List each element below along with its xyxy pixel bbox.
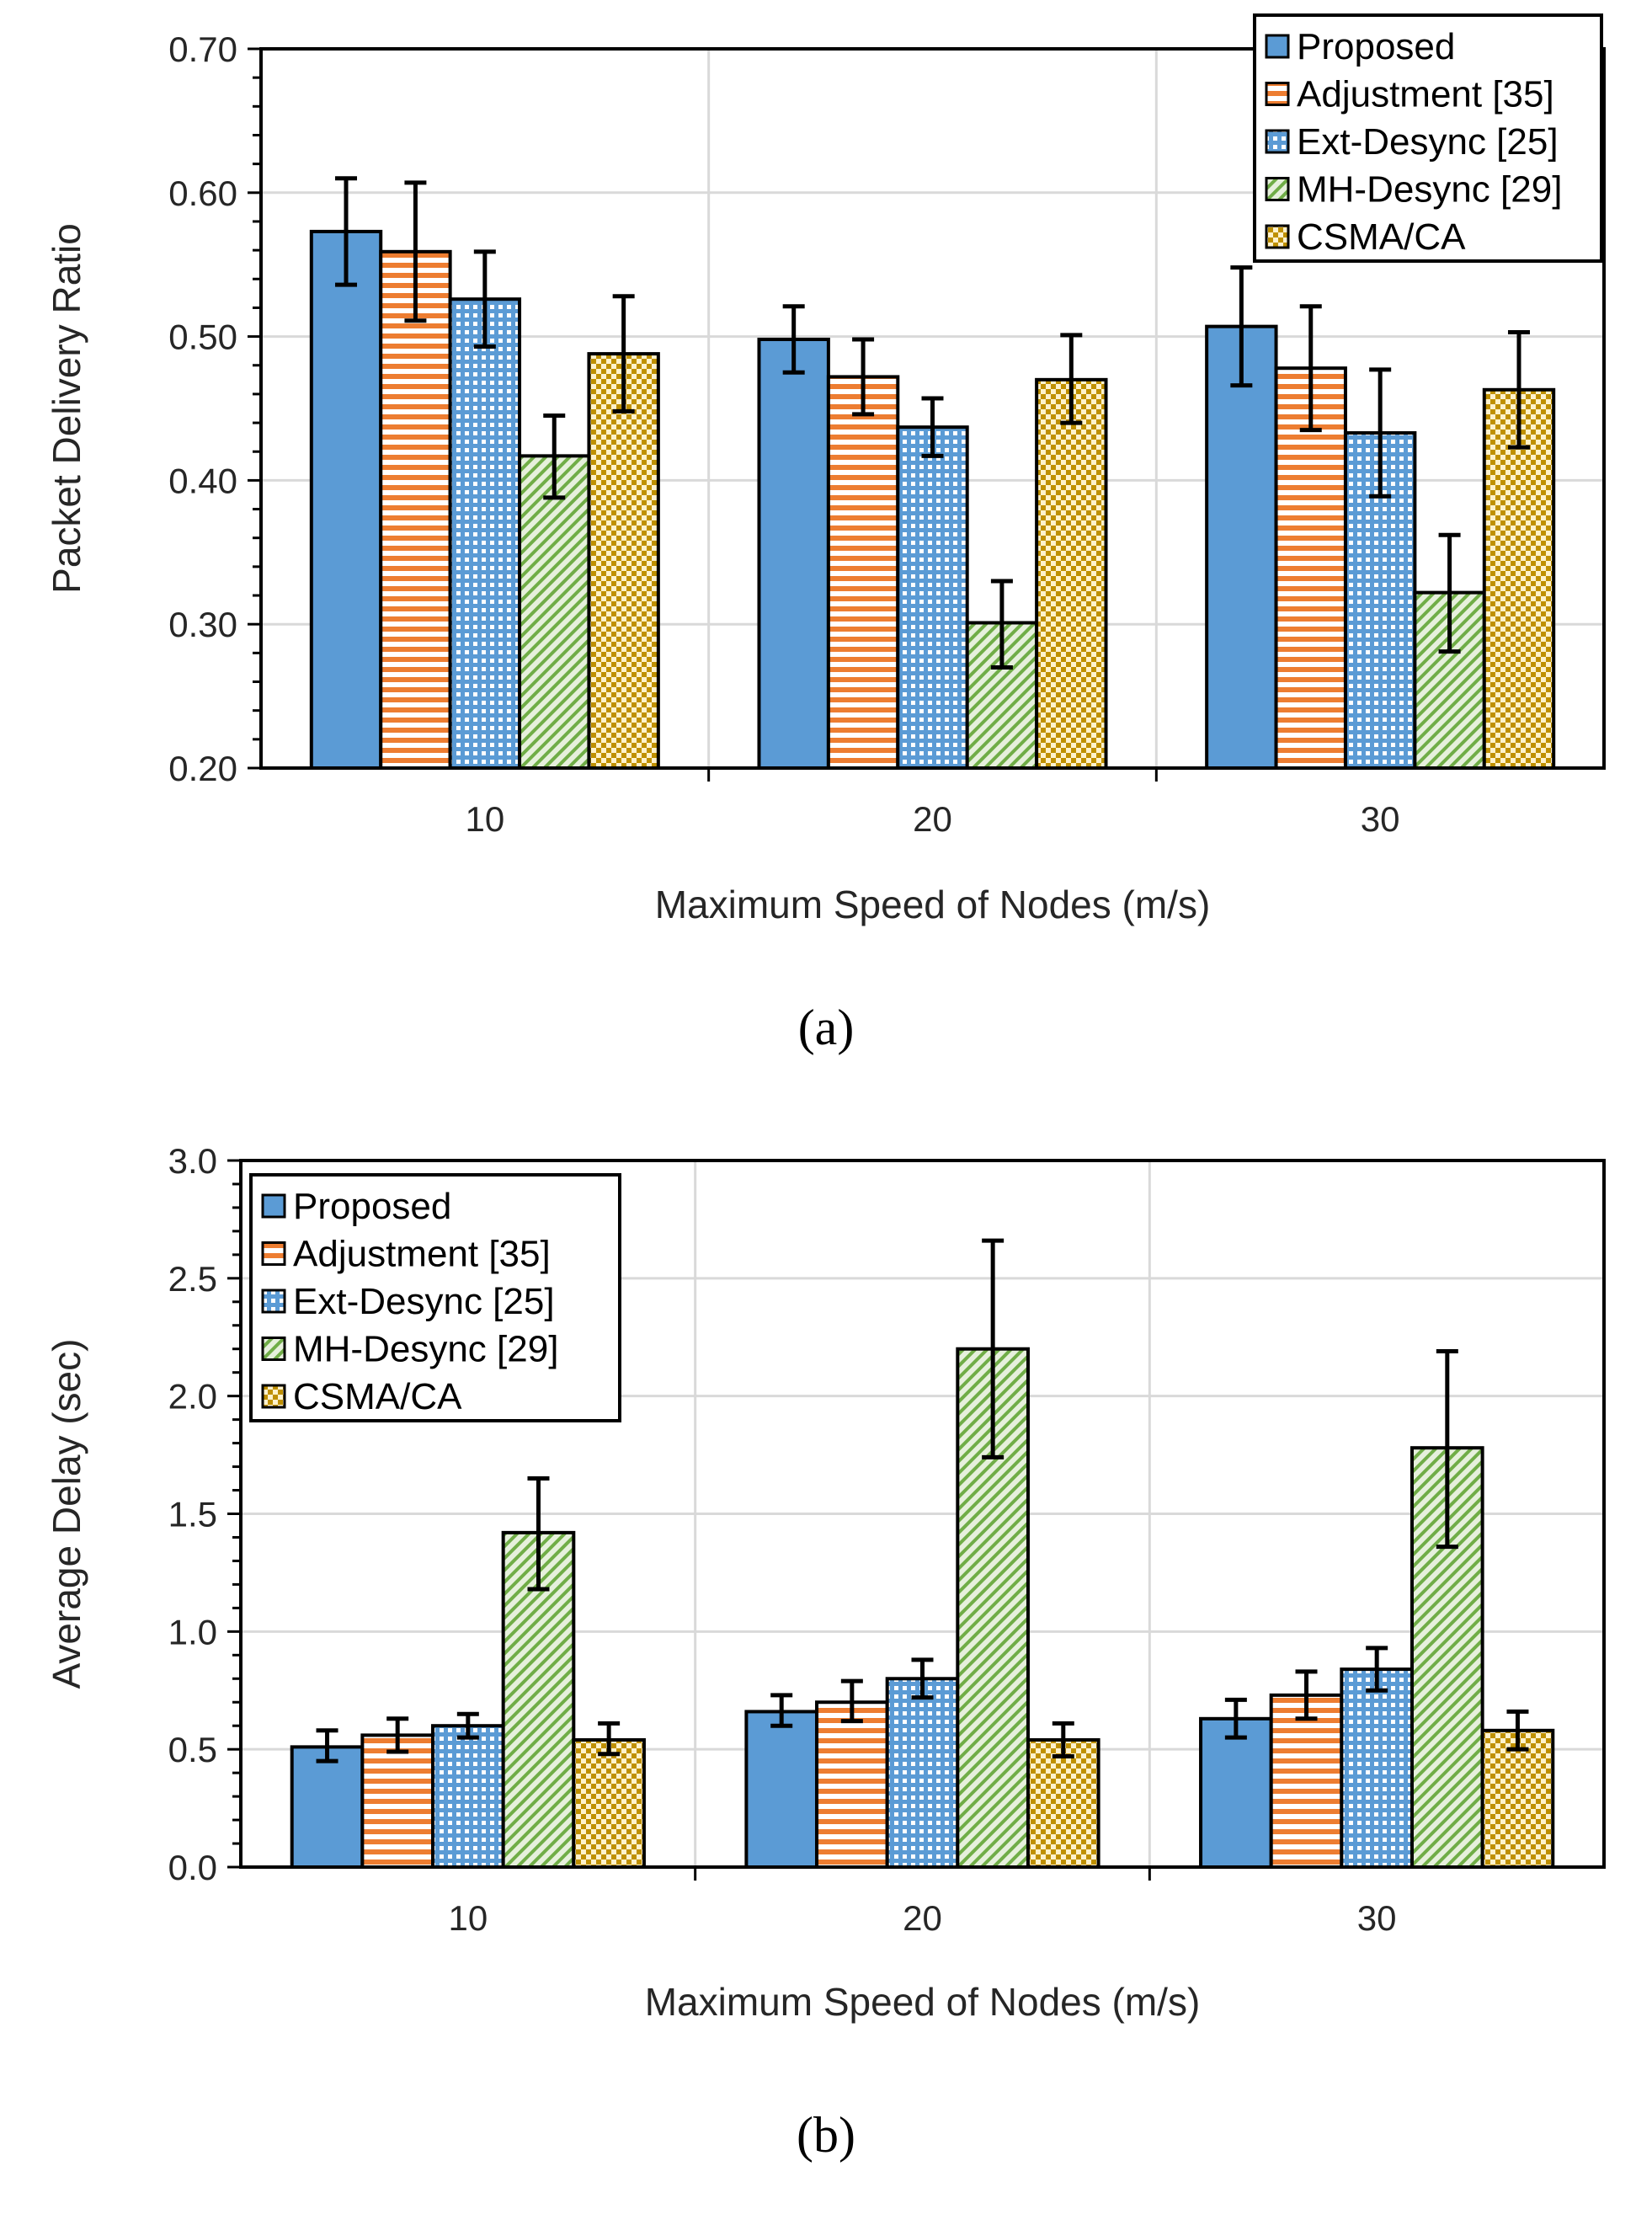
y-tick-label: 0.70	[168, 29, 237, 69]
legend-swatch	[261, 1384, 286, 1409]
x-axis-label: Maximum Speed of Nodes (m/s)	[655, 883, 1211, 926]
y-tick-label: 2.0	[168, 1377, 217, 1417]
y-tick-label: 0.30	[168, 605, 237, 644]
x-axis-label: Maximum Speed of Nodes (m/s)	[645, 1980, 1201, 2024]
legend-swatch	[261, 1337, 286, 1361]
y-axis-label: Packet Delivery Ratio	[45, 223, 88, 594]
x-tick-label: 30	[1357, 1898, 1397, 1938]
bar-adjustment-35--20	[826, 375, 900, 770]
legend-swatch	[1265, 34, 1290, 59]
bar-proposed-20	[757, 338, 830, 770]
legend-entry: MH-Desync [29]	[1297, 169, 1562, 211]
y-tick-label: 0.40	[168, 461, 237, 500]
legend-entry: Adjustment [35]	[1297, 74, 1554, 115]
bar-proposed-30	[1199, 1716, 1273, 1870]
bar-proposed-20	[744, 1710, 819, 1870]
plot-border	[259, 47, 1606, 770]
y-tick-label: 0.0	[168, 1848, 217, 1887]
legend-swatch	[1265, 82, 1290, 106]
legend-swatch	[1265, 177, 1290, 201]
legend-entry: CSMA/CA	[1297, 216, 1466, 258]
bar-proposed-10	[290, 1745, 365, 1870]
bar-csma-ca-10	[572, 1737, 646, 1869]
legend-entry: MH-Desync [29]	[293, 1329, 558, 1370]
legend-entry: CSMA/CA	[293, 1376, 462, 1417]
bar-csma-ca-10	[587, 352, 660, 770]
x-tick-label: 20	[913, 799, 952, 839]
bar-csma-ca-20	[1035, 377, 1108, 770]
legend-box	[1253, 13, 1603, 263]
y-tick-label: 0.20	[168, 749, 237, 788]
bar-ext-desync-25--20	[896, 425, 969, 770]
chart-panel-b: 0.0 0.5 1.0 1.5 2.0 2.5 3.0 10 20 30 Maximum Speed…	[45, 1141, 1606, 2163]
bar-adjustment-35--20	[815, 1700, 889, 1869]
y-tick-label: 3.0	[168, 1141, 217, 1181]
x-tick-label: 30	[1361, 799, 1400, 839]
legend-swatch	[1265, 129, 1290, 154]
bar-ext-desync-25--10	[448, 297, 522, 770]
legend-swatch	[1265, 224, 1290, 249]
bar-proposed-30	[1205, 324, 1278, 771]
legend-box	[249, 1173, 621, 1422]
y-tick-label: 0.5	[168, 1730, 217, 1769]
legend-swatch	[261, 1241, 286, 1266]
legend-entry: Adjustment [35]	[293, 1234, 551, 1275]
panel-caption: (a)	[798, 1000, 855, 1055]
y-tick-label: 1.5	[168, 1495, 217, 1534]
x-tick-label: 10	[465, 799, 504, 839]
bar-proposed-10	[309, 229, 383, 770]
bar-adjustment-35--10	[379, 249, 452, 770]
x-tick-label: 20	[903, 1898, 942, 1938]
bar-ext-desync-25--20	[885, 1677, 960, 1870]
legend-swatch	[261, 1289, 286, 1314]
x-tick-label: 10	[448, 1898, 488, 1938]
bar-ext-desync-25--30	[1340, 1667, 1414, 1869]
legend-entry: Proposed	[1297, 26, 1455, 67]
y-tick-label: 1.0	[168, 1612, 217, 1651]
y-tick-label: 2.5	[168, 1259, 217, 1299]
chart-panel-a: 0.20 0.30 0.40 0.50 0.60 0.70 10 20 30 Maximum Sp…	[45, 13, 1606, 1055]
y-tick-label: 0.50	[168, 317, 237, 357]
bar-mh-desync-29--10	[518, 454, 591, 770]
legend-entry: Ext-Desync [25]	[293, 1281, 555, 1322]
bar-adjustment-35--10	[360, 1733, 435, 1870]
bar-csma-ca-20	[1026, 1737, 1100, 1869]
panel-caption: (b)	[797, 2107, 855, 2163]
legend-entry: Proposed	[293, 1186, 451, 1227]
legend-swatch	[261, 1193, 286, 1219]
y-tick-label: 0.60	[168, 173, 237, 213]
y-axis-label: Average Delay (sec)	[45, 1339, 88, 1689]
legend-entry: Ext-Desync [25]	[1297, 121, 1559, 163]
bar-adjustment-35--30	[1269, 1693, 1344, 1870]
bar-ext-desync-25--10	[431, 1724, 505, 1869]
